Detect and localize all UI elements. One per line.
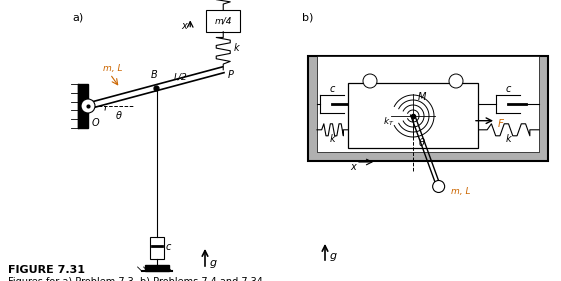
Bar [317,56,539,152]
Text: Figures for a) Problem 7.3, b) Problems 7.4 and 7.34.: Figures for a) Problem 7.3, b) Problems … [8,277,266,281]
Text: k: k [505,134,511,144]
Text: m, L: m, L [103,64,122,73]
Text: FIGURE 7.31: FIGURE 7.31 [8,265,85,275]
Text: m, L: m, L [450,187,470,196]
Text: g: g [210,258,217,268]
Bar [150,237,164,259]
Text: g: g [330,251,337,261]
Text: $\theta$: $\theta$ [418,136,426,148]
Text: F: F [498,119,504,129]
Text: $\theta$: $\theta$ [115,109,123,121]
Bar [206,10,240,32]
Circle shape [81,99,95,113]
Text: $k_T$: $k_T$ [383,115,394,128]
Circle shape [363,74,377,88]
Text: B: B [150,70,157,80]
Text: k: k [330,134,335,144]
Bar [348,83,478,148]
Text: x: x [350,162,356,172]
Circle shape [433,180,445,192]
Text: P: P [228,70,234,80]
Text: O: O [92,118,100,128]
Text: M: M [418,92,426,102]
Text: L/2: L/2 [173,73,187,82]
Text: x: x [181,21,187,31]
Bar [308,56,548,161]
Text: k: k [233,43,239,53]
Bar [78,84,88,128]
Text: c: c [506,84,511,94]
Text: m/4: m/4 [214,16,232,25]
Bar [145,265,169,271]
Text: a): a) [72,12,83,22]
Circle shape [449,74,463,88]
Text: c: c [330,84,335,94]
Text: b): b) [302,12,314,22]
Text: c: c [165,242,171,252]
